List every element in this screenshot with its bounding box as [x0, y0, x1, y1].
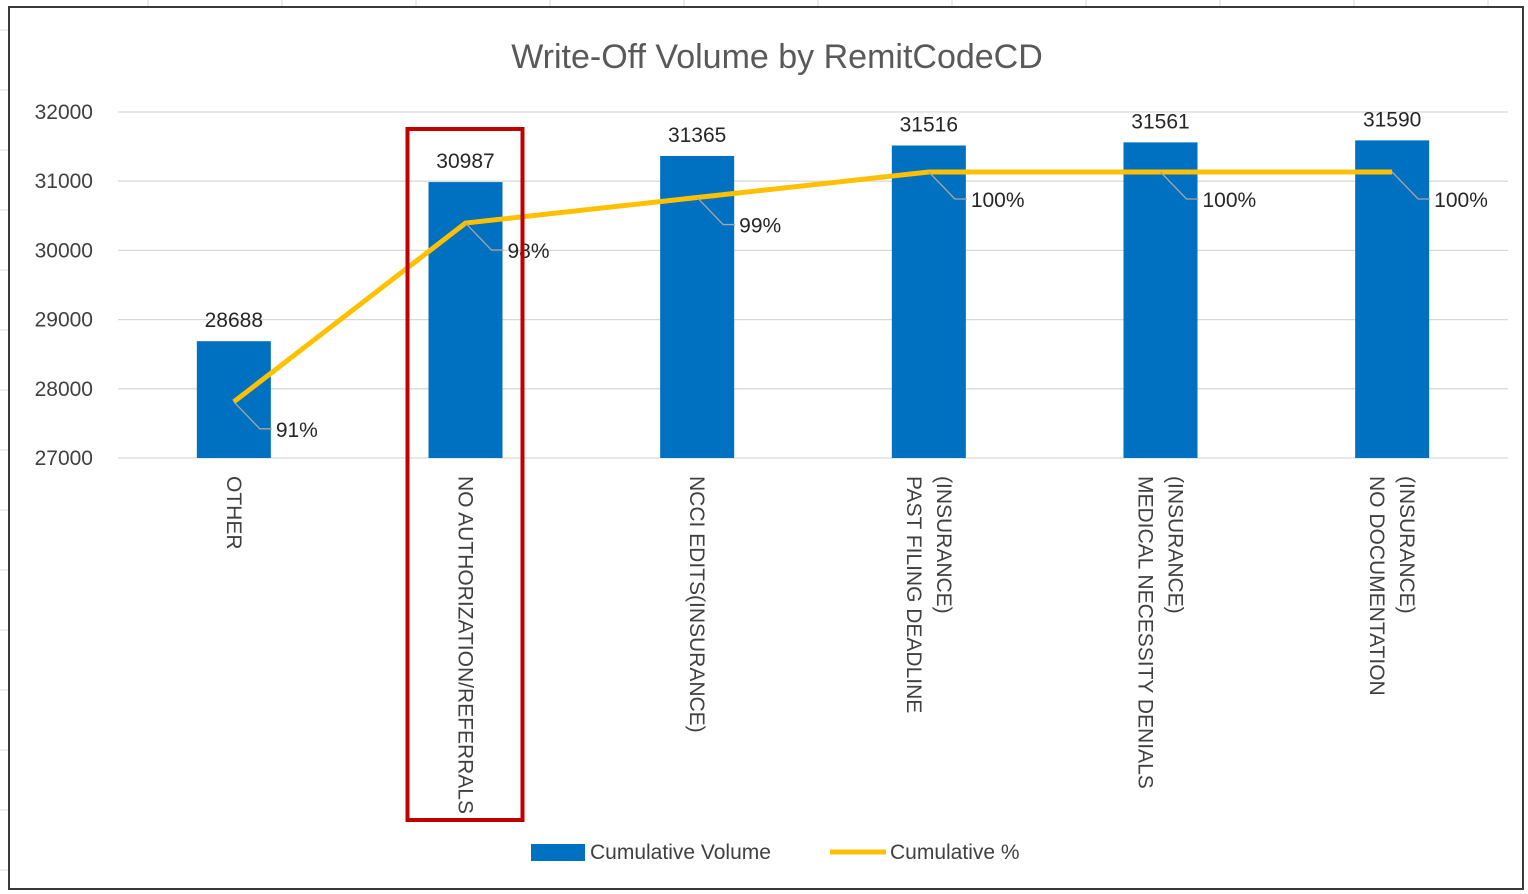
- legend-swatch-volume: [531, 844, 585, 861]
- category-label-line: (INSURANCE): [1164, 476, 1187, 614]
- y-tick-label: 32000: [35, 101, 93, 124]
- y-tick-label: 29000: [35, 309, 93, 332]
- legend-label-volume: Cumulative Volume: [590, 841, 771, 864]
- bar-data-label: 31590: [1363, 108, 1421, 131]
- chart-title: Write-Off Volume by RemitCodeCD: [511, 38, 1043, 76]
- percent-data-label: 99%: [739, 215, 781, 238]
- category-label: NO AUTHORIZATION/REFERRALS: [454, 476, 477, 814]
- percent-data-label: 91%: [276, 419, 318, 442]
- highlight-box: [405, 127, 525, 822]
- category-label: NCCI EDITS(INSURANCE): [685, 476, 708, 733]
- bar-data-label: 31365: [668, 124, 726, 147]
- bar[interactable]: [660, 155, 735, 458]
- percent-leader-line: [696, 197, 736, 226]
- y-tick-label: 31000: [35, 170, 93, 193]
- y-tick-label: 28000: [35, 378, 93, 401]
- percent-data-label: 100%: [1434, 189, 1488, 212]
- cumulative-percent-line[interactable]: [232, 169, 1393, 404]
- bar[interactable]: [428, 182, 503, 458]
- percent-leader-line: [233, 401, 272, 430]
- bar-data-label: 31516: [900, 113, 958, 136]
- legend: Cumulative Volume Cumulative %: [531, 841, 1020, 864]
- category-label-line: (INSURANCE): [1395, 476, 1418, 614]
- category-label-line: NO AUTHORIZATION/REFERRALS: [454, 476, 477, 814]
- percent-leader-line: [465, 222, 504, 251]
- bar-data-label: 28688: [205, 309, 263, 332]
- y-tick-label: 27000: [35, 447, 93, 470]
- category-label-line: (INSURANCE): [932, 476, 955, 614]
- percent-data-label: 100%: [1203, 189, 1257, 212]
- category-label-line: MEDICAL NECESSITY DENIALS: [1134, 476, 1157, 789]
- category-label: NO DOCUMENTATION (INSURANCE): [1365, 476, 1418, 696]
- percent-leader-line: [1391, 171, 1431, 200]
- category-label: OTHER: [222, 476, 245, 550]
- bar[interactable]: [1355, 140, 1430, 458]
- category-label: MEDICAL NECESSITY DENIALS (INSURANCE): [1134, 476, 1187, 789]
- percent-data-label: 98%: [508, 240, 550, 263]
- percent-data-label: 100%: [971, 189, 1025, 212]
- bar-data-label: 31561: [1131, 110, 1189, 133]
- bar[interactable]: [1123, 142, 1198, 459]
- percent-leader-line: [928, 171, 967, 200]
- category-label-line: OTHER: [222, 476, 245, 550]
- category-label-line: NCCI EDITS(INSURANCE): [685, 476, 708, 733]
- legend-label-percent: Cumulative %: [890, 841, 1020, 864]
- category-label: PAST FILING DEADLINE (INSURANCE): [902, 476, 955, 713]
- y-tick-label: 30000: [35, 239, 93, 262]
- percent-leader-line: [1160, 171, 1199, 200]
- bar[interactable]: [891, 145, 966, 458]
- category-label-line: NO DOCUMENTATION: [1365, 476, 1388, 696]
- bar-data-label: 30987: [436, 150, 494, 173]
- category-label-line: PAST FILING DEADLINE: [902, 476, 925, 713]
